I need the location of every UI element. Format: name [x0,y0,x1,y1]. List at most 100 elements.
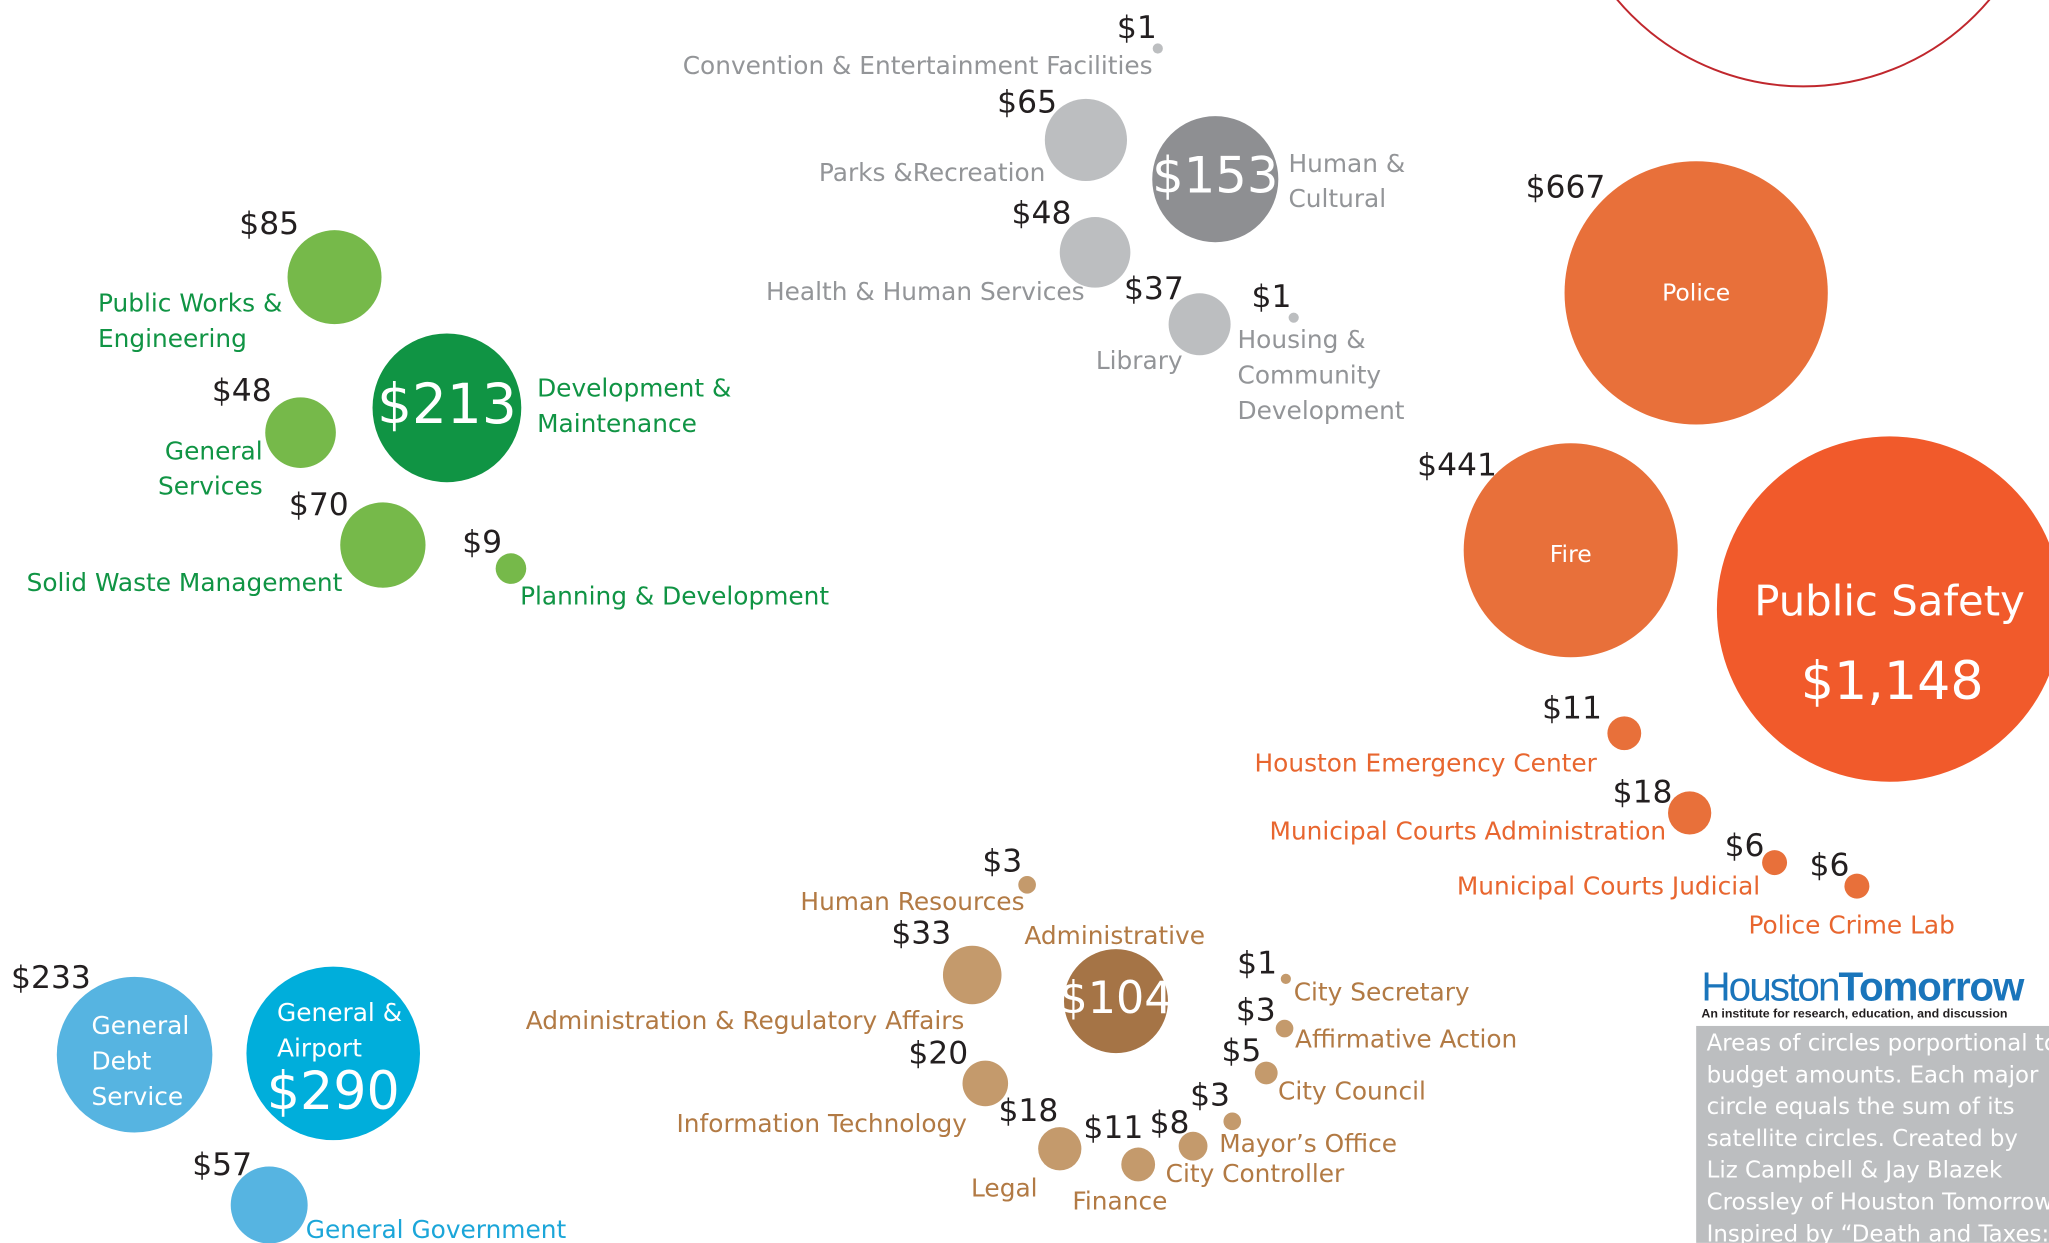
logo: HoustonTomorrow [1701,963,2024,1009]
value-label: $48 [1012,195,1072,231]
category-label: Fire [1550,540,1592,568]
value-label: $1 [1117,10,1157,46]
bubble [1275,1019,1294,1038]
value-label: $1 [1237,946,1277,982]
logo-tagline: An institute for research, education, an… [1701,1006,2007,1020]
value-label: $6 [1810,848,1850,884]
category-label: Mayor’s Office [1219,1129,1397,1158]
category-label: Municipal Courts Administration [1270,817,1667,846]
bubble [1152,116,1279,243]
bubble [1668,791,1712,835]
category-label: Public Safety [1754,576,2025,625]
bubble [265,397,336,468]
category-label: Information Technology [676,1109,967,1138]
category-label: Municipal Courts Judicial [1457,871,1760,900]
value-label: $20 [908,1036,968,1072]
logo-second: Tomorrow [1839,963,2025,1009]
category-label: City Controller [1166,1159,1345,1188]
bubble [1064,949,1168,1054]
bubble [230,1166,308,1243]
value-label: $70 [289,487,349,523]
bubble [1280,973,1291,984]
category-label: Health & Human Services [766,277,1085,306]
category-label: Parks &Recreation [819,158,1045,187]
bubble [340,502,426,588]
category-label: Police Crime Lab [1748,911,1954,940]
note-line: circle equals the sum of its [1707,1094,2015,1120]
bubble [1607,716,1642,751]
category-label: Development [1238,396,1405,425]
bubble [495,553,527,584]
category-label: Airport [277,1033,362,1062]
bubble [1716,436,2049,782]
value-label: $1,148 [1801,651,1984,712]
category-label: Legal [971,1173,1038,1202]
logo-first: Houston [1701,963,1838,1009]
note-box [1696,1025,2049,1243]
note-line: Areas of circles porportional to [1707,1031,2049,1057]
category-label: Affirmative Action [1295,1024,1517,1053]
bubble [1121,1147,1156,1182]
value-label: $37 [1124,271,1184,307]
decor-circle [1616,0,1991,88]
category-label: Planning & Development [520,581,829,610]
value-label: $104 [1059,973,1172,1024]
bubble [246,966,421,1141]
category-label: City Council [1278,1077,1426,1106]
bubble [1564,161,1828,425]
value-label: $3 [1190,1078,1230,1114]
bubble [1059,217,1131,288]
value-label: $65 [997,84,1057,120]
bubble [1288,312,1299,323]
bubble [1223,1112,1242,1131]
value-label: $441 [1417,448,1497,484]
value-label: $85 [239,206,299,242]
bubble [1038,1127,1082,1171]
value-label: $11 [1542,691,1602,727]
category-label: General [91,1011,189,1040]
bubble [1168,293,1231,356]
category-label: Housing & [1238,325,1366,354]
category-label: General & [277,998,402,1027]
value-label: $153 [1152,147,1278,205]
value-label: $5 [1221,1033,1261,1069]
category-label: Houston Emergency Center [1255,749,1598,778]
category-label: Development & [537,374,731,403]
category-label: Service [91,1082,183,1111]
category-label: Human & [1288,149,1405,178]
note-line: Liz Campbell & Jay Blazek [1707,1158,2003,1184]
value-label: $18 [1613,774,1673,810]
bubble [1254,1061,1278,1085]
value-label: $290 [267,1061,400,1122]
value-label: $1 [1252,279,1292,315]
value-label: $33 [891,915,951,951]
category-label: Finance [1072,1186,1167,1215]
note-line: Inspired by “Death and Taxes: [1707,1221,2049,1243]
value-label: $48 [212,373,272,409]
value-label: $233 [11,960,91,996]
category-label: General Government [306,1215,567,1243]
value-label: $11 [1083,1110,1143,1146]
category-label: Convention & Entertainment Facilities [683,51,1153,80]
note-line: satellite circles. Created by [1707,1126,2018,1152]
category-label: Services [158,472,263,501]
note-line: Crossley of Houston Tomorrow. [1707,1190,2049,1216]
bubble [1844,873,1870,899]
category-label: City Secretary [1294,977,1470,1006]
category-label: Library [1096,346,1183,375]
value-label: $8 [1150,1105,1190,1141]
category-label: Administration & Regulatory Affairs [526,1006,965,1035]
category-label: Community [1238,360,1382,389]
bubble [1463,443,1678,658]
category-label: Debt [91,1047,151,1076]
category-label: Solid Waste Management [27,568,343,597]
category-label: Human Resources [800,887,1024,916]
bubble [287,230,382,325]
value-label: $9 [462,525,502,561]
note-line: budget amounts. Each major [1707,1062,2039,1088]
bubble [1762,850,1788,876]
category-label: Public Works & [98,289,282,318]
category-label: Maintenance [537,409,697,438]
value-label: $3 [982,844,1022,880]
value-label: $57 [192,1147,252,1183]
